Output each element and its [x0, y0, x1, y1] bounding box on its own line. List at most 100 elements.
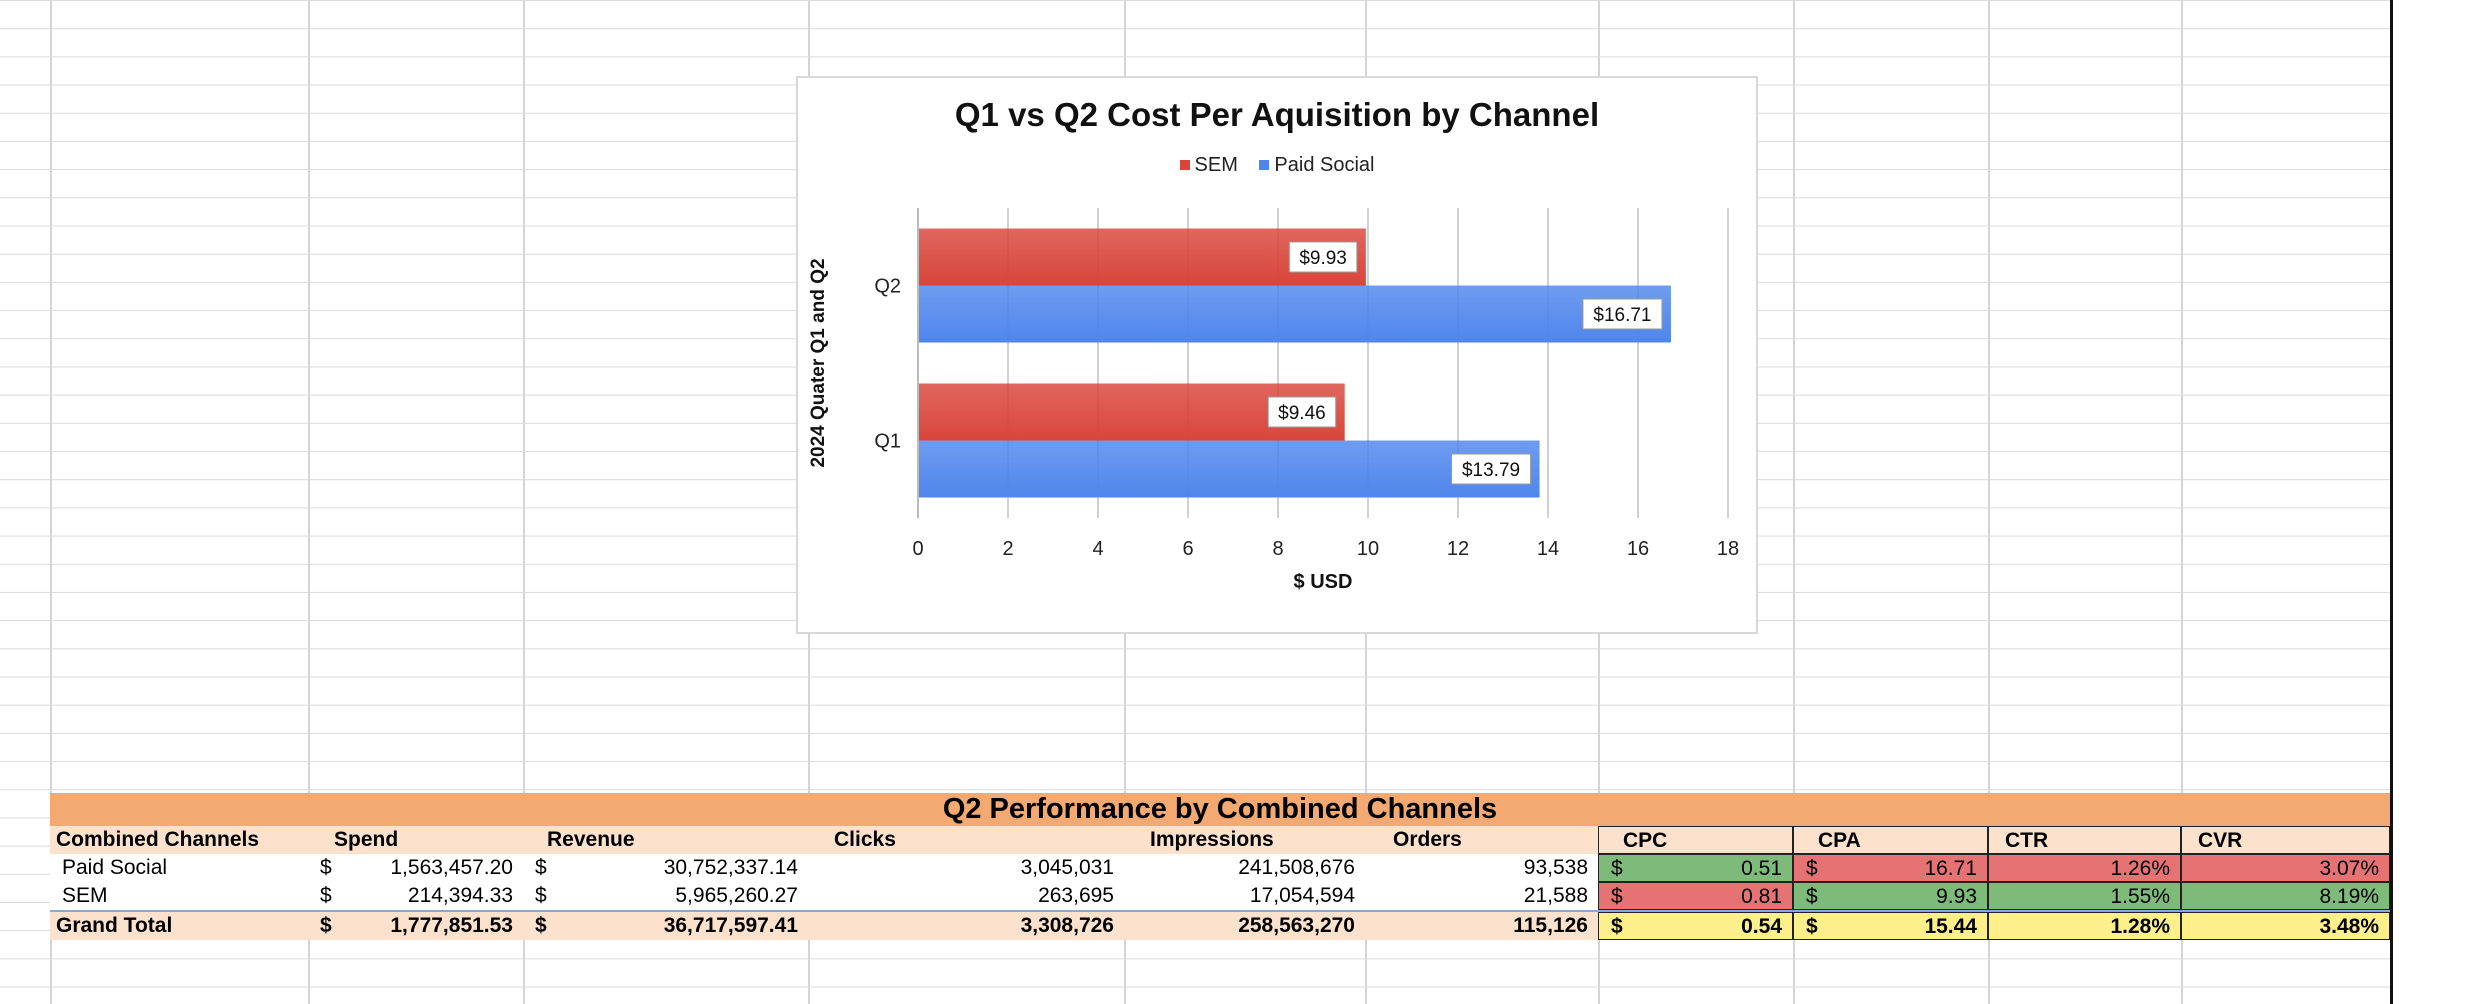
cell-value: 16.71 [1924, 855, 1977, 883]
currency-symbol: $ [1806, 883, 1818, 911]
x-tick-label: 10 [1357, 538, 1379, 560]
cell-clicks[interactable]: 3,308,726 [808, 912, 1124, 940]
cell-cpc[interactable]: $0.81 [1598, 882, 1793, 910]
chart-plot: 0 2 4 6 8 10 12 14 16 18 $ USD 2024 Quater Q1 and Q… [798, 78, 1756, 632]
cell-cvr[interactable]: 3.07% [2181, 854, 2390, 882]
data-label: $9.46 [1278, 403, 1326, 424]
cell-value: 258,563,270 [1238, 912, 1355, 940]
header-revenue[interactable]: Revenue [523, 826, 808, 854]
cell-clicks[interactable]: 3,045,031 [808, 854, 1124, 882]
cell-spend[interactable]: $1,777,851.53 [308, 912, 523, 940]
x-tick-label: 8 [1272, 538, 1283, 560]
cell-value: 115,126 [1513, 912, 1588, 940]
cell-impressions[interactable]: 17,054,594 [1124, 882, 1365, 910]
currency-symbol: $ [535, 912, 547, 940]
cell-cpa[interactable]: $15.44 [1793, 912, 1988, 940]
cell-value: 9.93 [1936, 883, 1977, 911]
currency-symbol: $ [1806, 855, 1818, 883]
cell-clicks[interactable]: 263,695 [808, 882, 1124, 910]
cell-value: 17,054,594 [1250, 882, 1355, 910]
cell-channel[interactable]: Paid Social [50, 854, 308, 882]
cell-cvr[interactable]: 8.19% [2181, 882, 2390, 910]
cell-value: 3.07% [2319, 855, 2379, 883]
cell-ctr[interactable]: 1.55% [1988, 882, 2181, 910]
cell-value: 3,045,031 [1021, 854, 1114, 882]
cell-cpa[interactable]: $16.71 [1793, 854, 1988, 882]
cell-orders[interactable]: 115,126 [1365, 912, 1598, 940]
cell-spend[interactable]: $1,563,457.20 [308, 854, 523, 882]
cell-value: 241,508,676 [1238, 854, 1355, 882]
currency-symbol: $ [535, 854, 547, 882]
cell-value: 0.54 [1741, 913, 1782, 941]
x-tick-label: 16 [1627, 538, 1649, 560]
header-cpc[interactable]: CPC [1598, 826, 1793, 854]
currency-symbol: $ [1611, 913, 1623, 941]
cell-value: 3,308,726 [1021, 912, 1114, 940]
x-tick-label: 12 [1447, 538, 1469, 560]
header-impressions[interactable]: Impressions [1124, 826, 1365, 854]
y-axis-label: 2024 Quater Q1 and Q2 [808, 258, 829, 467]
cell-channel[interactable]: SEM [50, 882, 308, 910]
y-tick-label-q1: Q1 [874, 431, 901, 453]
x-tick-label: 18 [1717, 538, 1739, 560]
table-header-row: Combined Channels Spend Revenue Clicks I… [50, 826, 2390, 854]
x-tick-label: 6 [1182, 538, 1193, 560]
cell-spend[interactable]: $214,394.33 [308, 882, 523, 910]
bar-paid-social-q1 [919, 441, 1540, 498]
cell-value: 36,717,597.41 [664, 912, 798, 940]
currency-symbol: $ [320, 912, 332, 940]
cell-ctr[interactable]: 1.28% [1988, 912, 2181, 940]
cell-impressions[interactable]: 241,508,676 [1124, 854, 1365, 882]
table-row: Paid Social $1,563,457.20 $30,752,337.14… [50, 854, 2390, 882]
cell-value: 0.51 [1741, 855, 1782, 883]
header-cvr[interactable]: CVR [2181, 826, 2390, 854]
cell-ctr[interactable]: 1.26% [1988, 854, 2181, 882]
header-clicks[interactable]: Clicks [808, 826, 1124, 854]
x-tick-label: 2 [1002, 538, 1013, 560]
currency-symbol: $ [320, 882, 332, 910]
cell-channel[interactable]: Grand Total [50, 912, 308, 940]
cell-value: 1.28% [2110, 913, 2170, 941]
cell-revenue[interactable]: $30,752,337.14 [523, 854, 808, 882]
header-ctr[interactable]: CTR [1988, 826, 2181, 854]
table-row: SEM $214,394.33 $5,965,260.27 263,695 17… [50, 882, 2390, 910]
cell-cpc[interactable]: $0.54 [1598, 912, 1793, 940]
x-axis-label: $ USD [1294, 571, 1353, 593]
cell-orders[interactable]: 21,588 [1365, 882, 1598, 910]
data-label: $9.93 [1299, 248, 1347, 269]
cell-value: 214,394.33 [408, 882, 513, 910]
cell-value: 263,695 [1038, 882, 1114, 910]
sheet-edge-border [2390, 0, 2393, 1004]
cell-orders[interactable]: 93,538 [1365, 854, 1598, 882]
bar-paid-social-q2 [919, 286, 1671, 343]
cell-value: 93,538 [1524, 854, 1588, 882]
cell-value: 3.48% [2319, 913, 2379, 941]
header-spend[interactable]: Spend [308, 826, 523, 854]
currency-symbol: $ [1611, 855, 1623, 883]
cell-revenue[interactable]: $5,965,260.27 [523, 882, 808, 910]
table-title[interactable]: Q2 Performance by Combined Channels [50, 793, 2390, 826]
cell-value: 1.26% [2110, 855, 2170, 883]
cell-revenue[interactable]: $36,717,597.41 [523, 912, 808, 940]
q2-performance-table: Q2 Performance by Combined Channels Comb… [50, 793, 2390, 940]
cell-value: 1,563,457.20 [390, 854, 513, 882]
x-tick-label: 0 [912, 538, 923, 560]
header-cpa[interactable]: CPA [1793, 826, 1988, 854]
cell-cpa[interactable]: $9.93 [1793, 882, 1988, 910]
cell-value: 8.19% [2319, 883, 2379, 911]
cell-value: 1,777,851.53 [390, 912, 513, 940]
x-tick-label: 14 [1537, 538, 1559, 560]
cell-value: 30,752,337.14 [664, 854, 798, 882]
cell-value: 1.55% [2110, 883, 2170, 911]
cell-cvr[interactable]: 3.48% [2181, 912, 2390, 940]
cell-value: 15.44 [1924, 913, 1977, 941]
header-channel[interactable]: Combined Channels [50, 826, 308, 854]
cell-value: 5,965,260.27 [675, 882, 798, 910]
y-tick-label-q2: Q2 [874, 276, 901, 298]
cpa-chart[interactable]: Q1 vs Q2 Cost Per Aquisition by Channel … [796, 76, 1758, 634]
grand-total-row: Grand Total $1,777,851.53 $36,717,597.41… [50, 910, 2390, 940]
cell-cpc[interactable]: $0.51 [1598, 854, 1793, 882]
data-label: $16.71 [1593, 305, 1651, 326]
cell-impressions[interactable]: 258,563,270 [1124, 912, 1365, 940]
header-orders[interactable]: Orders [1365, 826, 1598, 854]
